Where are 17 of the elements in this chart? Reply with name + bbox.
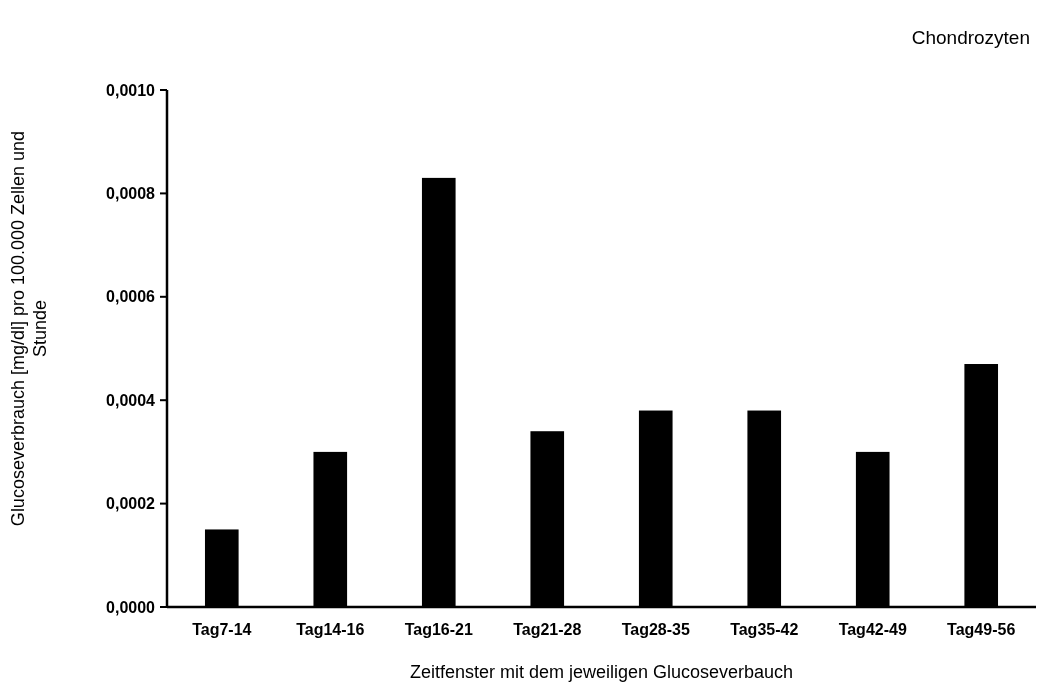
x-tick-label: Tag16-21 (404, 621, 473, 638)
x-tick-label: Tag35-42 (730, 621, 799, 638)
x-tick-label: Tag21-28 (513, 621, 582, 638)
x-axis-title: Zeitfenster mit dem jeweiligen Glucoseverbauch (409, 662, 794, 682)
y-axis-title: Glucoseverbrauch [mg/dl] pro 100.000 Zellen und Stunde (8, 130, 50, 527)
y-tick-label: 0,0010 (106, 81, 156, 99)
y-tick-label: 0,0004 (106, 391, 156, 409)
y-tick-label: 0,0006 (106, 288, 156, 306)
x-tick-label: Tag42-49 (838, 621, 907, 638)
x-tick-label: Tag7-14 (192, 621, 252, 638)
y-tick-label: 0,0000 (106, 598, 156, 616)
x-tick-label: Tag49-56 (947, 621, 1016, 638)
y-tick-label: 0,0002 (106, 495, 156, 513)
y-tick-label: 0,0008 (106, 185, 156, 202)
x-tick-label: Tag28-35 (621, 621, 690, 638)
x-tick-label: Tag14-16 (296, 621, 365, 638)
chart-title: Chondrozyten (911, 27, 1030, 48)
